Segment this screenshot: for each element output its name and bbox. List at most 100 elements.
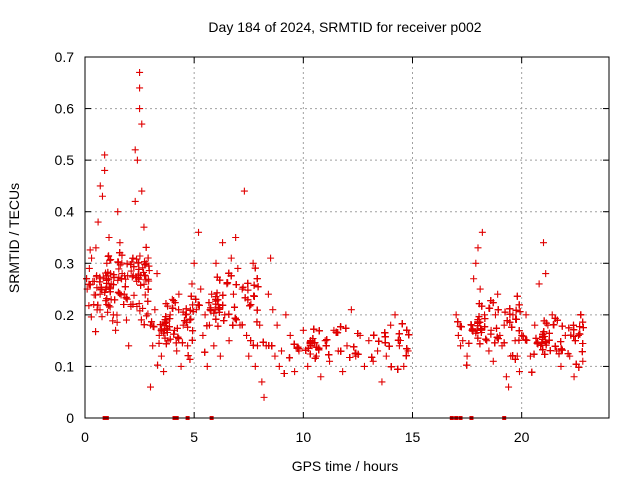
data-point: [325, 351, 332, 358]
data-point: [220, 317, 227, 324]
data-point: [186, 356, 193, 363]
data-point: [254, 342, 261, 349]
data-point: [154, 270, 161, 277]
data-point: [115, 265, 122, 272]
data-point: [173, 347, 180, 354]
data-point: [576, 323, 583, 330]
data-point: [178, 363, 185, 370]
data-point: [147, 384, 154, 391]
data-point: [241, 188, 248, 195]
data-point: [278, 347, 285, 354]
data-point: [287, 332, 294, 339]
data-point: [337, 323, 344, 330]
x-axis-label: GPS time / hours: [292, 458, 399, 474]
data-point: [472, 260, 479, 267]
data-point: [271, 353, 278, 360]
data-point: [116, 290, 123, 297]
data-point: [99, 193, 106, 200]
data-point: [246, 302, 253, 309]
data-point: [517, 308, 524, 315]
x-tick-label: 10: [296, 429, 312, 445]
data-point: [111, 296, 118, 303]
data-point: [464, 353, 471, 360]
data-point: [86, 265, 93, 272]
data-point: [294, 344, 301, 351]
data-point: [383, 353, 390, 360]
data-point: [145, 286, 152, 293]
data-point: [141, 281, 148, 288]
data-point: [138, 188, 145, 195]
data-point: [485, 347, 492, 354]
data-point: [265, 291, 272, 298]
data-point: [191, 260, 198, 267]
data-marks: [83, 69, 587, 420]
y-tick-label: 0.1: [55, 358, 75, 374]
data-point: [99, 313, 106, 320]
data-point: [465, 340, 472, 347]
data-point: [232, 234, 239, 241]
data-point: [160, 368, 167, 375]
data-point: [132, 146, 139, 153]
data-point: [136, 105, 143, 112]
data-point: [269, 306, 276, 313]
data-point: [455, 332, 462, 339]
data-point: [137, 282, 144, 289]
data-point: [138, 121, 145, 128]
data-point: [475, 244, 482, 251]
plot-frame: [85, 57, 609, 418]
data-point: [188, 280, 195, 287]
data-point: [132, 198, 139, 205]
data-point: [197, 286, 204, 293]
srmtid-chart: Day 184 of 2024, SRMTID for receiver p00…: [0, 0, 640, 480]
data-point: [254, 307, 261, 314]
data-point: [542, 270, 549, 277]
y-tick-label: 0.5: [55, 152, 75, 168]
data-point: [470, 275, 477, 282]
data-point: [322, 337, 329, 344]
data-point: [144, 298, 151, 305]
data-point: [274, 322, 281, 329]
y-tick-label: 0.3: [55, 255, 75, 271]
data-point: [463, 362, 470, 369]
data-point: [579, 319, 586, 326]
data-point: [252, 363, 259, 370]
data-point: [579, 358, 586, 365]
data-point: [234, 265, 241, 272]
data-point: [562, 332, 569, 339]
data-point: [201, 349, 208, 356]
data-point: [281, 370, 288, 377]
data-point: [453, 311, 460, 318]
data-point: [130, 255, 137, 262]
x-tick-label: 0: [81, 429, 89, 445]
y-axis-label: SRMTID / TECUs: [6, 183, 22, 293]
data-point: [204, 363, 211, 370]
data-point: [378, 378, 385, 385]
data-point: [228, 255, 235, 262]
x-tick-label: 15: [405, 429, 421, 445]
data-point: [300, 327, 307, 334]
data-point: [514, 293, 521, 300]
data-point: [579, 340, 586, 347]
data-point: [123, 317, 130, 324]
data-point: [170, 331, 177, 338]
data-point: [579, 348, 586, 355]
data-point: [254, 275, 261, 282]
data-point: [381, 329, 388, 336]
data-point: [552, 343, 559, 350]
data-point: [323, 336, 330, 343]
data-point: [344, 342, 351, 349]
data-point: [323, 342, 330, 349]
data-point: [174, 334, 181, 341]
data-point: [532, 335, 539, 342]
data-point: [226, 337, 233, 344]
data-point: [572, 337, 579, 344]
data-point: [531, 322, 538, 329]
data-point: [326, 358, 333, 365]
data-point: [505, 384, 512, 391]
data-point: [559, 323, 566, 330]
data-point: [124, 260, 131, 267]
data-point: [350, 343, 357, 350]
data-point: [557, 363, 564, 370]
data-point: [547, 347, 554, 354]
data-point: [382, 339, 389, 346]
